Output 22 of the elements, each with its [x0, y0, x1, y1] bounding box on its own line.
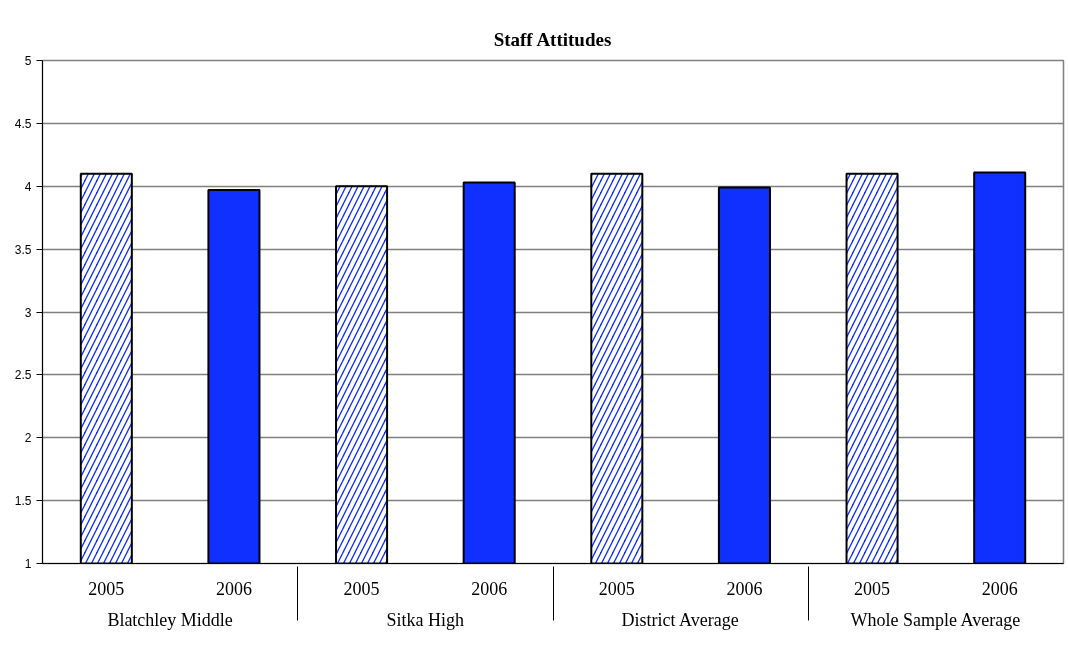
text: District Average: [621, 609, 739, 630]
y-tick-label: 4: [24, 179, 32, 194]
y-tick-label: 5: [24, 54, 32, 68]
y-tick-label: 1: [24, 557, 32, 571]
text: Sitka High: [386, 609, 465, 630]
x-tick-label: 2005: [598, 578, 635, 599]
text: Whole Sample Average: [850, 609, 1021, 630]
y-tick-label: 2.5: [14, 368, 32, 383]
x-tick-label: 2006: [215, 578, 252, 599]
y-tick-label: 1.5: [14, 494, 32, 509]
y-tick-label: 3.5: [14, 242, 32, 257]
chart-title: Staff Attitudes: [493, 28, 612, 50]
x-tick-label: 2005: [343, 578, 380, 599]
y-tick-label: 4.5: [14, 116, 32, 131]
x-tick-label: 2006: [726, 578, 763, 599]
text: Blatchley Middle: [107, 609, 233, 630]
y-tick-label: 3: [24, 305, 32, 320]
x-tick-label: 2006: [981, 578, 1018, 599]
x-tick-label: 2006: [471, 578, 508, 599]
x-tick-label: 2005: [88, 578, 125, 599]
y-tick-label: 2: [24, 431, 32, 446]
x-tick-label: 2005: [854, 578, 891, 599]
